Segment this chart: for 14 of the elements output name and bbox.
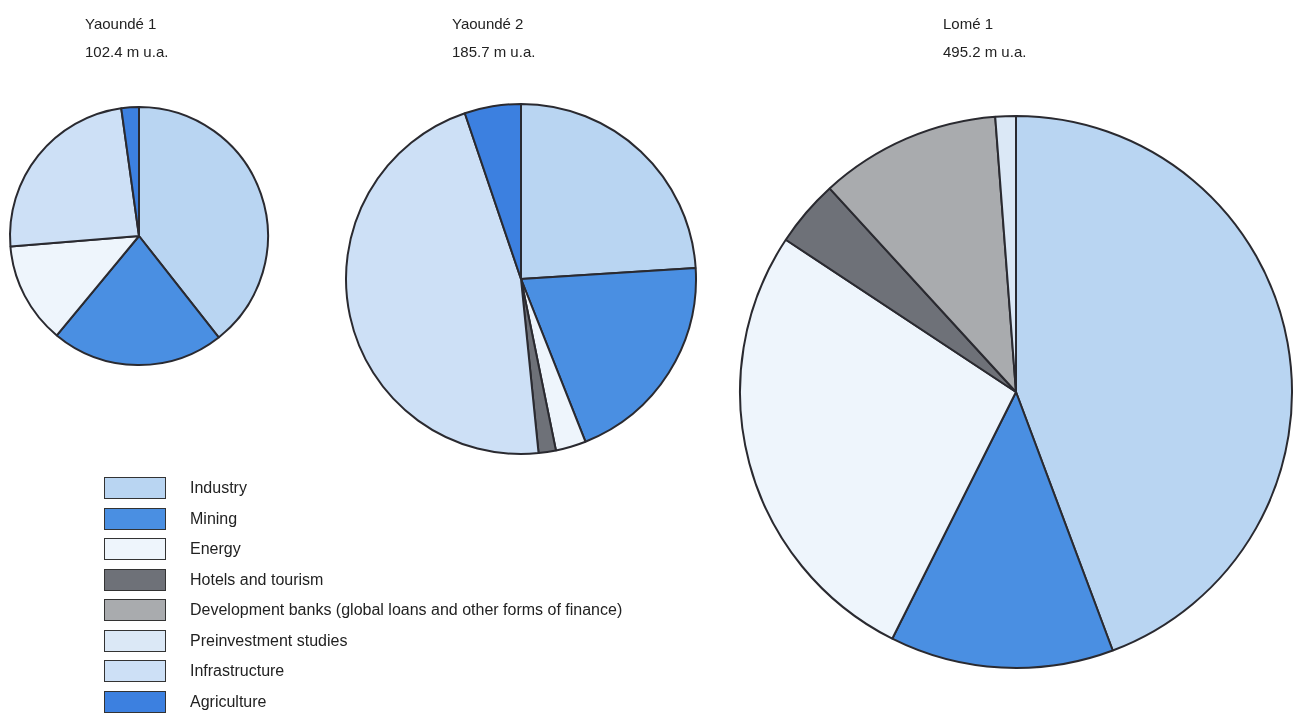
text: 185.7 m u.a. bbox=[452, 43, 536, 60]
slice-label: Yaoundé 1 bbox=[85, 15, 157, 32]
text: 495.2 m u.a. bbox=[943, 43, 1027, 60]
legend-label: Agriculture bbox=[190, 692, 267, 711]
legend-label: Infrastructure bbox=[190, 662, 285, 681]
legend-label: Preinvestment studies bbox=[190, 631, 348, 650]
legend-label: Development banks (global loans and other forms of finance) bbox=[190, 601, 623, 620]
legend-label: Industry bbox=[190, 479, 247, 498]
legend-label: Hotels and tourism bbox=[190, 570, 324, 589]
text: 102.4 m u.a. bbox=[85, 43, 169, 60]
slice-label: Lomé 1 bbox=[943, 15, 994, 32]
legend-label: Mining bbox=[190, 509, 238, 528]
slice-label: Yaoundé 2 bbox=[452, 15, 524, 32]
legend-label: Energy bbox=[190, 540, 241, 559]
